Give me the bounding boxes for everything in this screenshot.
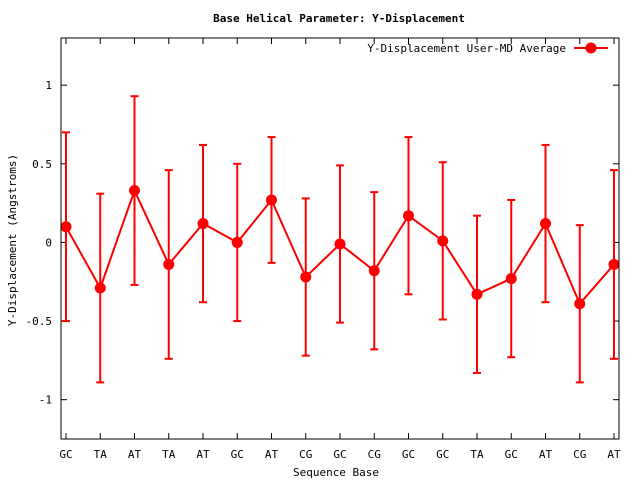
x-tick-label: AT <box>265 448 279 461</box>
legend-label: Y-Displacement User-MD Average <box>367 42 566 55</box>
x-tick-label: TA <box>470 448 484 461</box>
x-tick-label: AT <box>128 448 142 461</box>
x-axis-ticks: GC TA AT TA AT GC AT CG GC CG GC GC TA GC AT CG AT <box>59 38 621 461</box>
data-point <box>266 194 277 206</box>
data-point <box>368 265 380 277</box>
plot-frame <box>60 37 620 440</box>
legend-marker <box>585 42 597 54</box>
legend: Y-Displacement User-MD Average <box>367 42 608 55</box>
y-tick-label: 1 <box>45 79 52 92</box>
data-point <box>437 235 449 247</box>
y-tick-label: 0 <box>45 236 52 249</box>
x-tick-label: AT <box>539 448 553 461</box>
x-tick-label: TA <box>162 448 176 461</box>
x-tick-label: GC <box>333 448 346 461</box>
data-point <box>94 282 106 294</box>
x-tick-label: GC <box>505 448 518 461</box>
x-tick-label: CG <box>299 448 312 461</box>
x-tick-label: CG <box>368 448 381 461</box>
x-tick-label: GC <box>231 448 244 461</box>
data-point <box>574 298 586 310</box>
y-tick-label: -1 <box>39 394 52 407</box>
x-tick-label: TA <box>94 448 108 461</box>
data-point <box>608 258 620 270</box>
x-tick-label: CG <box>573 448 586 461</box>
data-point <box>163 258 175 270</box>
data-point <box>505 273 517 285</box>
x-tick-label: GC <box>436 448 449 461</box>
y-tick-label: 0.5 <box>32 158 52 171</box>
x-tick-label: GC <box>59 448 72 461</box>
data-point <box>540 218 551 230</box>
x-axis-label: Sequence Base <box>293 466 379 479</box>
data-points <box>60 185 620 310</box>
data-point <box>60 221 72 233</box>
x-tick-label: GC <box>402 448 415 461</box>
x-tick-label: AT <box>196 448 210 461</box>
data-point <box>471 288 483 300</box>
chart-title: Base Helical Parameter: Y-Displacement <box>213 12 465 25</box>
x-tick-label: AT <box>607 448 621 461</box>
data-point <box>231 236 243 248</box>
data-point <box>129 185 140 197</box>
y-tick-label: -0.5 <box>26 315 53 328</box>
data-point <box>300 271 312 283</box>
data-point <box>334 238 346 250</box>
data-point <box>197 218 209 230</box>
y-axis-label: Y-Displacement (Angstroms) <box>6 154 19 326</box>
data-point <box>403 210 414 222</box>
y-axis-ticks: -1 -0.5 0 0.5 1 <box>26 79 619 407</box>
